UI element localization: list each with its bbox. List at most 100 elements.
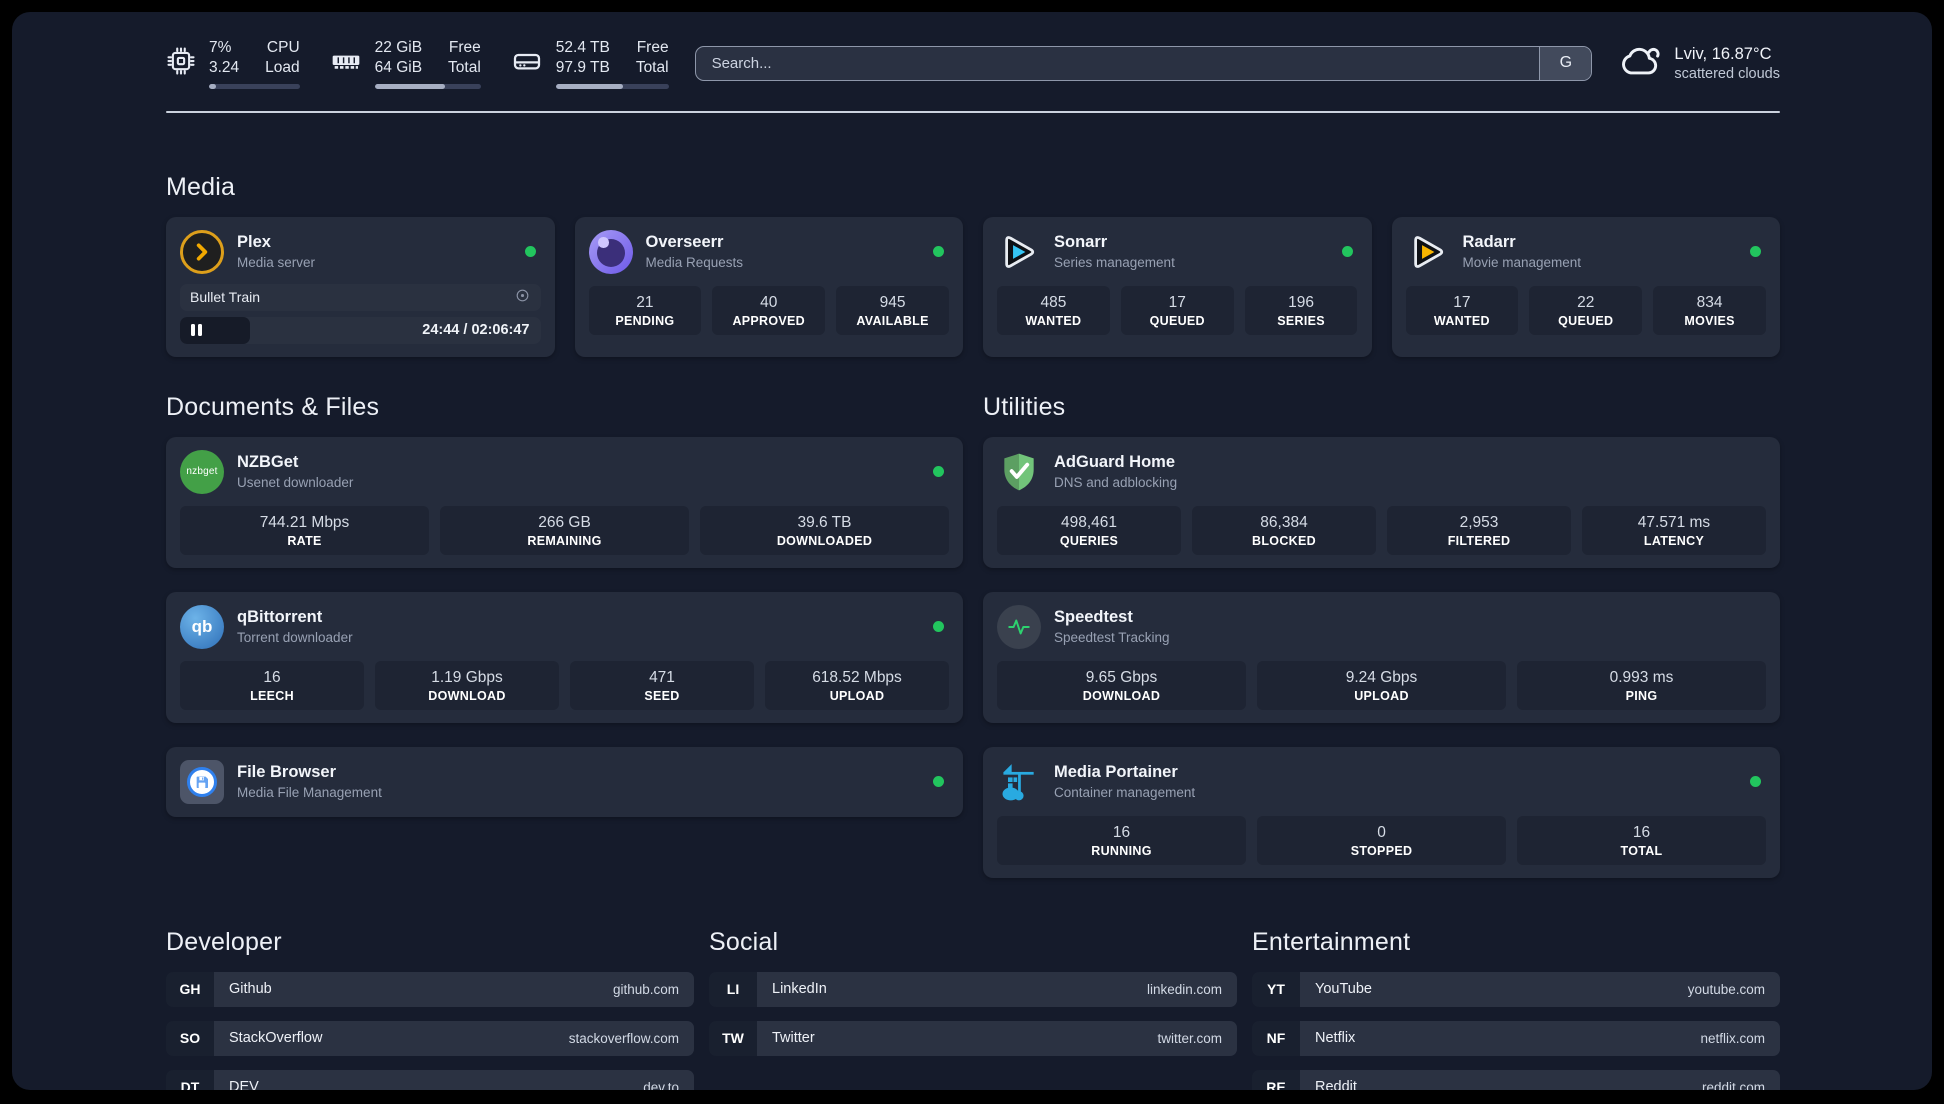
bookmark-stackoverflow[interactable]: SO StackOverflow stackoverflow.com: [166, 1020, 694, 1056]
stat-tile: 22 QUEUED: [1529, 285, 1643, 335]
cpu-progress-bar: [209, 84, 300, 89]
app-description: DNS and adblocking: [1054, 475, 1178, 491]
bookmark-url: youtube.com: [1687, 981, 1765, 997]
memory-icon: [330, 45, 362, 82]
bookmarks-area: Developer GH Github github.com SO StackOv…: [166, 928, 1780, 1090]
stat-tile: 744.21 Mbps RATE: [180, 505, 429, 555]
now-playing-title: Bullet Train: [190, 289, 261, 306]
app-name: Overseerr: [645, 233, 724, 252]
bookmark-name: Netflix: [1315, 1030, 1356, 1047]
stat-tile: 266 GB REMAINING: [440, 505, 689, 555]
bookmark-abbr: RE: [1252, 1069, 1300, 1090]
overseerr-icon: [588, 229, 633, 274]
bookmark-url: stackoverflow.com: [568, 1030, 679, 1046]
bookmark-youtube[interactable]: YT YouTube youtube.com: [1252, 971, 1780, 1007]
social-section-title: Social: [709, 927, 779, 956]
bookmark-twitter[interactable]: TW Twitter twitter.com: [709, 1020, 1237, 1056]
cpu-stat: 7% 3.24 CPU Load: [166, 38, 300, 89]
playback-time: 24:44 / 02:06:47: [422, 322, 530, 339]
memory-free-label: Free: [448, 39, 481, 56]
stat-tile: 17 WANTED: [1405, 285, 1519, 335]
weather-widget: Lviv, 16.87°C scattered clouds: [1618, 39, 1780, 88]
playback-progress-bar: 24:44 / 02:06:47: [180, 316, 541, 344]
disk-total-label: Total: [635, 59, 669, 77]
app-name: NZBGet: [237, 453, 299, 472]
memory-total-value: 64 GiB: [374, 59, 423, 77]
card-portainer[interactable]: Media Portainer Container management 16 R…: [983, 746, 1780, 878]
radarr-icon: [1406, 230, 1450, 274]
card-adguard[interactable]: AdGuard Home DNS and adblocking 498,461 Q…: [983, 436, 1780, 568]
status-dot: [1750, 776, 1761, 788]
stat-tile: 471 SEED: [570, 660, 754, 710]
pause-button[interactable]: [191, 324, 202, 337]
disk-stat: 52.4 TB 97.9 TB Free Total: [511, 38, 669, 89]
bookmark-name: StackOverflow: [229, 1030, 323, 1047]
app-name: Media Portainer: [1054, 763, 1178, 782]
status-dot: [524, 246, 536, 258]
bookmark-url: linkedin.com: [1146, 981, 1222, 997]
card-radarr[interactable]: Radarr Movie management 17 WANTED 22 QUEUE…: [1391, 216, 1780, 357]
bookmark-group-entertainment: Entertainment YT YouTube youtube.com NF N…: [1252, 928, 1780, 1090]
stat-tile: 618.52 Mbps UPLOAD: [765, 660, 949, 710]
bookmark-abbr: LI: [709, 971, 757, 1007]
app-description: Torrent downloader: [237, 630, 353, 646]
bookmark-dev[interactable]: DT DEV dev.to: [166, 1069, 694, 1090]
bookmark-abbr: YT: [1252, 971, 1300, 1007]
bookmark-github[interactable]: GH Github github.com: [166, 971, 694, 1007]
cloud-icon: [1618, 39, 1662, 88]
bookmark-abbr: TW: [709, 1020, 757, 1056]
sonarr-icon: [997, 230, 1041, 274]
bookmark-abbr: DT: [166, 1069, 214, 1090]
cpu-percent: 7%: [209, 39, 232, 56]
cpu-load-label: Load: [265, 59, 300, 77]
stat-tile: 1.19 Gbps DOWNLOAD: [375, 660, 559, 710]
bookmark-name: Github: [229, 981, 272, 998]
card-nzbget[interactable]: nzbget NZBGet Usenet downloader 744.21 M…: [166, 436, 963, 568]
bookmark-name: Twitter: [772, 1030, 815, 1047]
stat-tile: 16 TOTAL: [1517, 815, 1766, 865]
nzbget-icon: nzbget: [180, 449, 224, 494]
search-bar: G: [694, 45, 1593, 81]
memory-progress-bar: [374, 84, 481, 89]
stat-tile: 9.24 Gbps UPLOAD: [1257, 660, 1506, 710]
stat-tile: 498,461 QUERIES: [997, 505, 1181, 555]
search-input[interactable]: [695, 46, 1540, 80]
entertainment-section-title: Entertainment: [1252, 927, 1411, 956]
bookmark-group-developer: Developer GH Github github.com SO StackOv…: [166, 928, 694, 1090]
bookmark-reddit[interactable]: RE Reddit reddit.com: [1252, 1069, 1780, 1090]
bookmark-abbr: NF: [1252, 1020, 1300, 1056]
status-dot: [933, 466, 944, 478]
bookmark-linkedin[interactable]: LI LinkedIn linkedin.com: [709, 971, 1237, 1007]
search-engine-button[interactable]: G: [1539, 46, 1592, 80]
app-description: Movie management: [1462, 255, 1582, 271]
card-overseerr[interactable]: Overseerr Media Requests 21 PENDING 40 APP…: [574, 216, 963, 357]
stat-tile: 0.993 ms PING: [1517, 660, 1766, 710]
stat-tile: 47.571 ms LATENCY: [1582, 505, 1766, 555]
cpu-icon: [166, 46, 196, 81]
bookmark-abbr: SO: [166, 1020, 214, 1056]
bookmark-netflix[interactable]: NF Netflix netflix.com: [1252, 1020, 1780, 1056]
section-media: Media Plex Media server Bullet Train: [166, 173, 1780, 357]
card-sonarr[interactable]: Sonarr Series management 485 WANTED 17 QUE…: [983, 216, 1372, 357]
cpu-label: CPU: [266, 39, 300, 56]
plex-icon: [180, 229, 224, 274]
header-divider: [166, 110, 1780, 113]
stat-tile: 39.6 TB DOWNLOADED: [700, 505, 949, 555]
section-documents: Documents & Files nzbget NZBGet Usenet d…: [166, 393, 963, 878]
card-speedtest[interactable]: Speedtest Speedtest Tracking 9.65 Gbps DO…: [983, 591, 1780, 723]
memory-stat: 22 GiB 64 GiB Free Total: [330, 38, 481, 89]
stat-tile: 834 MOVIES: [1653, 285, 1766, 335]
stat-tile: 485 WANTED: [997, 285, 1110, 335]
card-plex[interactable]: Plex Media server Bullet Train 24:44 / 0…: [166, 216, 555, 357]
dashboard-page: 7% 3.24 CPU Load: [12, 12, 1932, 1090]
stat-tile: 40 APPROVED: [712, 285, 826, 335]
portainer-icon: [997, 760, 1041, 804]
bookmark-name: LinkedIn: [772, 981, 827, 998]
filebrowser-icon: [180, 759, 224, 804]
card-qbittorrent[interactable]: qb qBittorrent Torrent downloader 16 LEEC…: [166, 591, 963, 723]
card-filebrowser[interactable]: File Browser Media File Management: [166, 746, 963, 817]
stat-tile: 16 RUNNING: [997, 815, 1246, 865]
disk-free-value: 52.4 TB: [555, 39, 610, 56]
bookmark-name: YouTube: [1315, 981, 1372, 998]
stat-tile: 21 PENDING: [588, 285, 702, 335]
